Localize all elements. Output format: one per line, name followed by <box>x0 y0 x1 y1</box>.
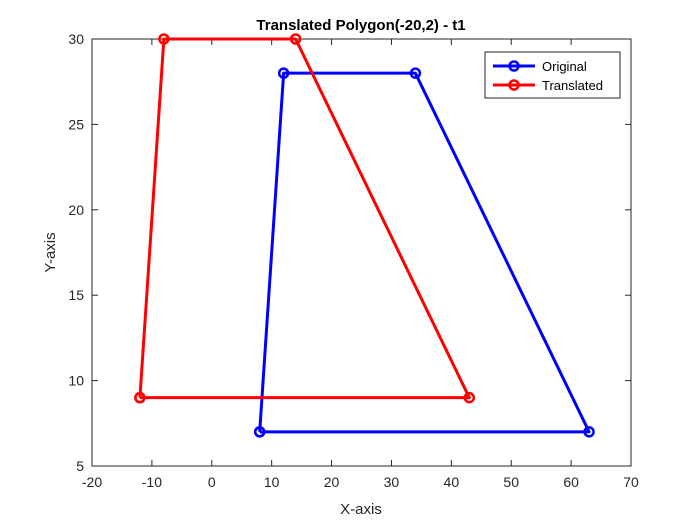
y-tick-label: 5 <box>76 458 84 474</box>
x-tick-label: -10 <box>142 474 162 490</box>
legend-label-original: Original <box>542 59 587 74</box>
chart-title: Translated Polygon(-20,2) - t1 <box>256 17 465 34</box>
x-tick-label: 10 <box>264 474 280 490</box>
y-tick-label: 20 <box>68 202 84 218</box>
data-point-translated <box>463 391 476 404</box>
x-tick-label: 40 <box>444 474 460 490</box>
x-tick-label: 30 <box>384 474 400 490</box>
y-tick-label: 10 <box>68 373 84 389</box>
legend-marker-original <box>508 60 520 72</box>
data-point-original <box>583 426 595 438</box>
x-axis-title: X-axis <box>340 501 382 518</box>
plot-area: -20 -10 0 10 20 30 40 50 60 70 5 10 15 20 25 30 <box>68 31 639 490</box>
data-point-translated <box>158 33 170 45</box>
legend-label-translated: Translated <box>542 78 603 93</box>
x-tick-label: 20 <box>324 474 340 490</box>
data-point-translated <box>134 391 146 404</box>
y-tick-label: 15 <box>68 287 84 303</box>
series-line-original <box>258 71 591 434</box>
data-point-original <box>277 67 290 79</box>
x-tick-label: 0 <box>208 474 216 490</box>
y-tick-label: 25 <box>68 116 84 132</box>
data-point-original <box>253 426 266 438</box>
data-point-translated <box>289 33 302 45</box>
legend-box <box>484 51 621 99</box>
series-line-translated <box>138 37 471 400</box>
x-tick-label: 60 <box>563 474 579 490</box>
legend: Original Translated <box>484 51 621 99</box>
data-point-original <box>409 67 422 79</box>
axes-box <box>91 38 632 467</box>
x-tick-label: 70 <box>623 474 639 490</box>
y-axis-title: Y-axis <box>42 232 59 272</box>
y-tick-label: 30 <box>68 31 84 47</box>
x-tick-label: 50 <box>503 474 519 490</box>
x-tick-label: -20 <box>82 474 102 490</box>
legend-marker-translated <box>508 79 520 91</box>
